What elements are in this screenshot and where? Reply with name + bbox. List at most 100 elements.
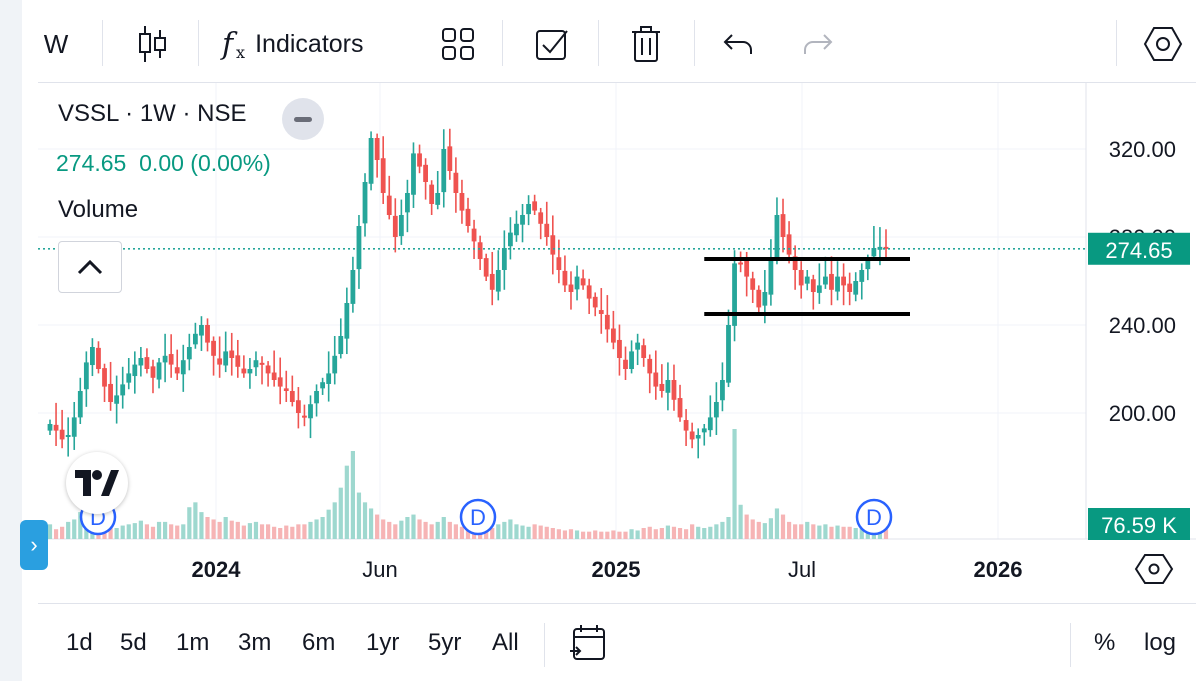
expand-legend-button[interactable] <box>58 241 122 293</box>
candle <box>859 263 865 300</box>
layouts-icon[interactable] <box>436 22 480 66</box>
candle <box>83 351 89 407</box>
volume-bar <box>120 525 125 539</box>
trash-icon[interactable] <box>624 22 668 66</box>
candle-body <box>610 328 616 343</box>
candle <box>647 354 653 394</box>
volume-bar <box>72 519 77 539</box>
candle-body <box>774 215 780 260</box>
candle-body <box>489 273 495 290</box>
volume-bar <box>332 502 337 539</box>
candle <box>641 338 647 367</box>
percent-toggle[interactable]: % <box>1094 629 1116 656</box>
candle <box>671 364 677 411</box>
volume-bar <box>738 504 743 539</box>
candle <box>217 336 223 378</box>
candle <box>550 215 556 275</box>
candle-body <box>623 359 628 369</box>
collapse-legend-button[interactable] <box>282 98 324 140</box>
candle <box>96 341 101 374</box>
checkbox-icon[interactable] <box>530 22 574 66</box>
candle <box>871 226 877 261</box>
settings-hexagon-icon[interactable] <box>1140 22 1186 66</box>
expand-sidebar-button[interactable]: › <box>20 520 48 570</box>
volume-bar <box>114 528 119 539</box>
interval-button[interactable]: W <box>43 28 69 59</box>
candle-body <box>217 358 223 365</box>
volume-bar <box>690 524 695 539</box>
candle-body <box>199 325 204 336</box>
candle-body <box>550 235 556 255</box>
minus-icon <box>294 116 312 122</box>
range-5yr[interactable]: 5yr <box>428 629 462 656</box>
volume-bar <box>574 530 580 539</box>
volume-bar <box>538 525 543 539</box>
volume-bar <box>47 524 53 539</box>
candle <box>489 251 495 306</box>
candle-body <box>211 340 216 356</box>
range-1yr[interactable]: 1yr <box>366 629 400 656</box>
candle <box>677 384 683 422</box>
range-1m[interactable]: 1m <box>176 629 210 656</box>
volume-bar <box>714 524 719 539</box>
candle <box>180 344 186 392</box>
volume-bar <box>175 525 180 539</box>
candle-body <box>835 276 840 292</box>
volume-bar <box>314 519 319 539</box>
undo-icon[interactable] <box>718 22 758 66</box>
candle-body <box>180 360 186 375</box>
range-3m[interactable]: 3m <box>238 629 272 656</box>
log-toggle[interactable]: log <box>1144 629 1177 656</box>
volume-bar <box>381 519 386 539</box>
volume-label: Volume <box>58 196 139 223</box>
date-range-icon[interactable] <box>568 623 608 668</box>
redo-icon[interactable] <box>798 22 838 66</box>
volume-bar <box>308 521 313 539</box>
range-1d[interactable]: 1d <box>66 629 93 656</box>
candle <box>199 316 204 351</box>
volume-bar <box>702 528 707 539</box>
candle-body <box>768 259 774 295</box>
candle <box>223 331 229 373</box>
candle-body <box>859 270 865 282</box>
candle-body <box>744 260 750 277</box>
y-tick-label: 240.00 <box>1109 313 1176 338</box>
volume-bar <box>205 517 210 539</box>
volume-bar <box>762 523 767 539</box>
candle <box>629 340 634 374</box>
candle <box>804 270 810 291</box>
candle-body <box>102 368 107 387</box>
range-5d[interactable]: 5d <box>120 629 147 656</box>
candle <box>423 158 428 200</box>
candle-body <box>398 215 404 237</box>
candle-body <box>532 201 538 211</box>
candle-body <box>138 358 144 366</box>
volume-bar <box>459 526 465 539</box>
volume-bar <box>375 514 380 539</box>
candle-body <box>707 417 713 431</box>
candle-body <box>295 400 301 413</box>
candle <box>483 253 489 281</box>
volume-bar <box>671 526 677 539</box>
volume-bar <box>350 451 355 539</box>
range-all[interactable]: All <box>492 629 519 656</box>
volume-bar <box>411 514 416 539</box>
candles-icon[interactable] <box>130 22 174 66</box>
candle-body <box>308 404 313 419</box>
volume-bar <box>259 524 265 539</box>
candle <box>53 402 59 446</box>
chart-area[interactable]: DDD 360.00320.00280.00240.00200.00274.65… <box>38 82 1196 604</box>
candle <box>156 358 162 389</box>
last-price: 274.65 <box>56 150 127 176</box>
candle-body <box>471 228 477 242</box>
candle <box>302 404 307 427</box>
range-6m[interactable]: 6m <box>302 629 336 656</box>
volume-bar <box>362 502 368 539</box>
tradingview-logo[interactable] <box>66 452 128 514</box>
candle-body <box>495 270 501 292</box>
price-chart[interactable]: DDD 360.00320.00280.00240.00200.00274.65… <box>38 83 1196 603</box>
volume-bar <box>181 524 186 539</box>
volume-bar <box>193 502 198 539</box>
candle-body <box>617 339 622 358</box>
